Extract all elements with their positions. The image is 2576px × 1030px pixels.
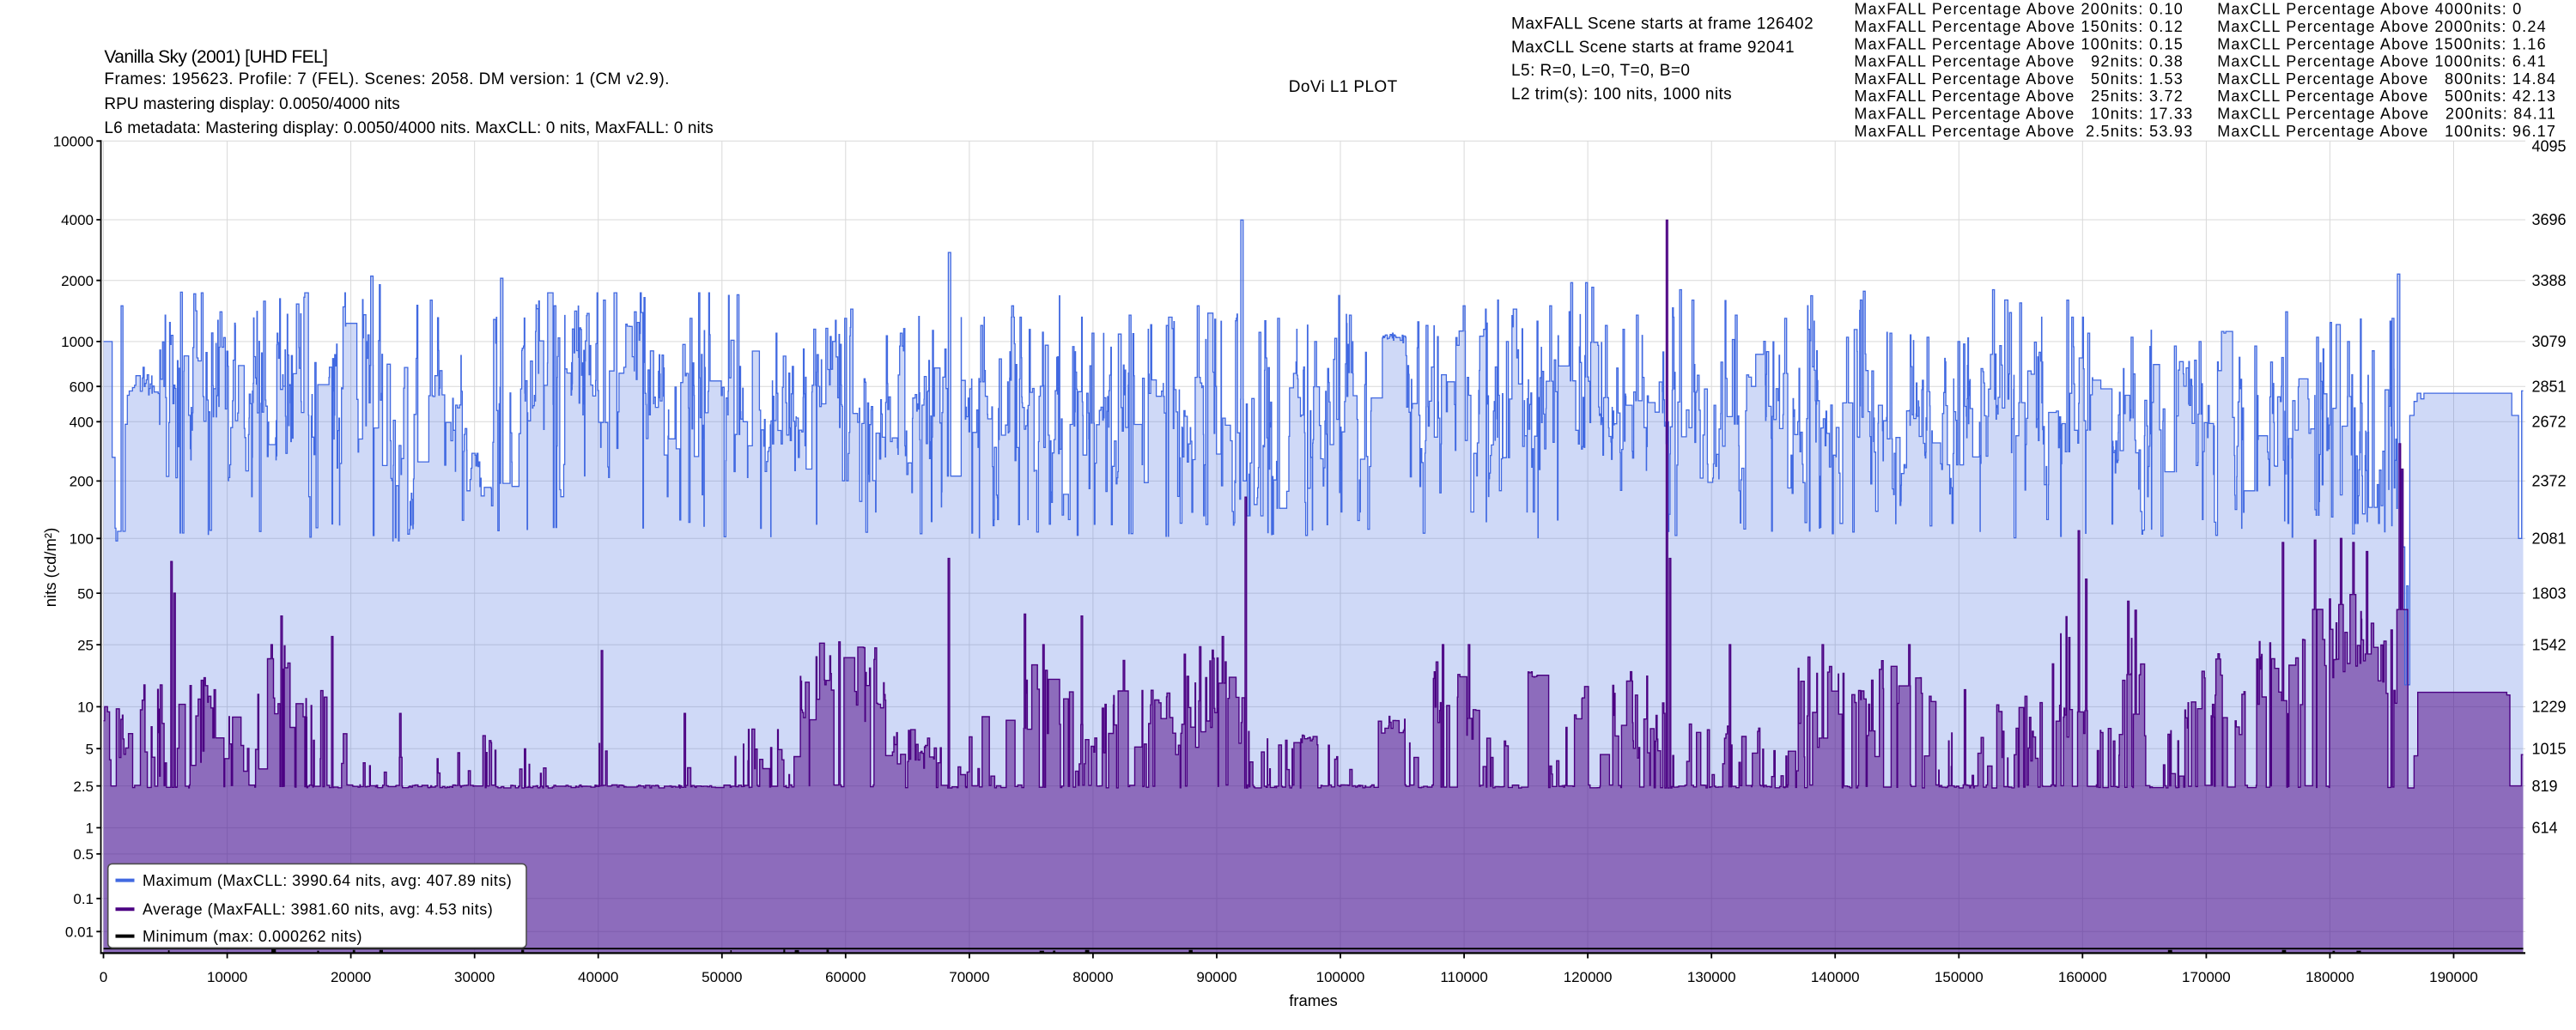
svg-text:Minimum (max: 0.000262 nits): Minimum (max: 0.000262 nits)	[143, 928, 362, 945]
svg-text:MaxCLL Percentage Above 2000ni: MaxCLL Percentage Above 2000nits: 0.24	[2217, 18, 2545, 35]
svg-text:2372: 2372	[2532, 473, 2567, 490]
svg-text:170000: 170000	[2182, 969, 2231, 985]
svg-text:400: 400	[70, 415, 94, 431]
svg-text:MaxFALL Percentage Above 150ni: MaxFALL Percentage Above 150nits: 0.12	[1854, 18, 2182, 35]
svg-text:1: 1	[86, 821, 94, 837]
svg-text:2081: 2081	[2532, 530, 2567, 548]
svg-text:110000: 110000	[1440, 969, 1487, 985]
svg-text:1229: 1229	[2532, 699, 2567, 716]
svg-text:2.5: 2.5	[73, 779, 94, 795]
svg-text:Maximum (MaxCLL: 3990.64 nits,: Maximum (MaxCLL: 3990.64 nits, avg: 407.…	[143, 872, 512, 889]
svg-text:1542: 1542	[2532, 636, 2567, 653]
svg-text:L2 trim(s): 100 nits, 1000 nit: L2 trim(s): 100 nits, 1000 nits	[1511, 85, 1732, 103]
svg-text:MaxFALL Percentage Above 92n: MaxFALL Percentage Above 92nits: 0.38	[1854, 53, 2182, 70]
svg-text:130000: 130000	[1687, 969, 1736, 985]
svg-text:MaxCLL Percentage Above 800n: MaxCLL Percentage Above 800nits: 14.84	[2217, 70, 2555, 88]
svg-text:Vanilla Sky (2001) [UHD FEL]: Vanilla Sky (2001) [UHD FEL]	[104, 47, 328, 67]
svg-text:0: 0	[100, 969, 107, 985]
svg-text:MaxCLL Scene starts at frame 9: MaxCLL Scene starts at frame 92041	[1511, 39, 1795, 57]
svg-text:3079: 3079	[2532, 333, 2567, 350]
svg-text:DoVi L1 PLOT: DoVi L1 PLOT	[1289, 78, 1398, 96]
svg-text:nits (cd/m²): nits (cd/m²)	[41, 528, 59, 608]
svg-text:MaxFALL Percentage Above 10n: MaxFALL Percentage Above 10nits: 17.33	[1854, 106, 2192, 123]
svg-text:600: 600	[70, 379, 94, 395]
svg-text:10000: 10000	[53, 134, 94, 150]
svg-text:80000: 80000	[1072, 969, 1113, 985]
svg-text:MaxCLL Percentage Above 4000ni: MaxCLL Percentage Above 4000nits: 0	[2217, 1, 2521, 18]
svg-text:1803: 1803	[2532, 585, 2567, 602]
svg-text:140000: 140000	[1811, 969, 1860, 985]
svg-text:40000: 40000	[578, 969, 618, 985]
svg-text:30000: 30000	[454, 969, 495, 985]
svg-text:4095: 4095	[2532, 138, 2567, 155]
svg-text:120000: 120000	[1564, 969, 1613, 985]
svg-text:614: 614	[2532, 820, 2558, 837]
svg-text:5: 5	[86, 741, 94, 757]
svg-text:RPU mastering display: 0.0050/: RPU mastering display: 0.0050/4000 nits	[104, 95, 399, 113]
svg-text:MaxFALL Scene starts at frame: MaxFALL Scene starts at frame 126402	[1511, 15, 1814, 33]
svg-text:180000: 180000	[2306, 969, 2354, 985]
svg-text:25: 25	[77, 637, 94, 653]
svg-text:0.5: 0.5	[73, 846, 94, 863]
svg-text:MaxFALL Percentage Above 200ni: MaxFALL Percentage Above 200nits: 0.10	[1854, 1, 2182, 18]
svg-text:1015: 1015	[2532, 740, 2567, 757]
svg-text:50: 50	[77, 585, 94, 602]
svg-text:4000: 4000	[61, 212, 94, 228]
svg-text:frames: frames	[1289, 991, 1338, 1009]
svg-text:200: 200	[70, 474, 94, 490]
svg-text:160000: 160000	[2058, 969, 2107, 985]
svg-text:3696: 3696	[2532, 211, 2567, 228]
svg-text:Average (MaxFALL: 3981.60 nits: Average (MaxFALL: 3981.60 nits, avg: 4.5…	[143, 901, 493, 918]
svg-text:90000: 90000	[1196, 969, 1236, 985]
svg-text:MaxCLL Percentage Above 1500ni: MaxCLL Percentage Above 1500nits: 1.16	[2217, 35, 2545, 52]
svg-text:L5: R=0, L=0, T=0, B=0: L5: R=0, L=0, T=0, B=0	[1511, 62, 1690, 80]
svg-text:50000: 50000	[702, 969, 742, 985]
svg-text:2672: 2672	[2532, 414, 2567, 431]
svg-text:MaxCLL Percentage Above 500n: MaxCLL Percentage Above 500nits: 42.13	[2217, 88, 2555, 105]
svg-text:MaxFALL Percentage Above 25n: MaxFALL Percentage Above 25nits: 3.72	[1854, 88, 2182, 105]
svg-text:L6 metadata: Mastering display: L6 metadata: Mastering display: 0.0050/4…	[104, 119, 713, 137]
svg-text:10000: 10000	[207, 969, 247, 985]
svg-text:20000: 20000	[331, 969, 371, 985]
svg-text:1000: 1000	[61, 334, 94, 350]
svg-text:MaxFALL Percentage Above 50n: MaxFALL Percentage Above 50nits: 1.53	[1854, 70, 2182, 88]
svg-text:3388: 3388	[2532, 272, 2567, 289]
svg-text:MaxCLL Percentage Above 200n: MaxCLL Percentage Above 200nits: 84.11	[2217, 106, 2555, 123]
svg-text:MaxFALL Percentage Above 2.5n: MaxFALL Percentage Above 2.5nits: 53.93	[1854, 123, 2192, 140]
svg-text:0.1: 0.1	[73, 891, 94, 907]
svg-text:819: 819	[2532, 778, 2558, 795]
svg-text:70000: 70000	[949, 969, 989, 985]
svg-text:MaxCLL Percentage Above 100n: MaxCLL Percentage Above 100nits: 96.17	[2217, 123, 2555, 140]
svg-text:2851: 2851	[2532, 378, 2567, 395]
svg-text:MaxFALL Percentage Above 100ni: MaxFALL Percentage Above 100nits: 0.15	[1854, 35, 2182, 52]
svg-text:MaxCLL Percentage Above 1000ni: MaxCLL Percentage Above 1000nits: 6.41	[2217, 53, 2545, 70]
svg-text:0.01: 0.01	[65, 924, 94, 941]
svg-text:100: 100	[70, 531, 94, 548]
svg-text:190000: 190000	[2429, 969, 2478, 985]
svg-text:100000: 100000	[1316, 969, 1365, 985]
svg-text:150000: 150000	[1935, 969, 1984, 985]
svg-text:Frames: 195623. Profile: 7 (FE: Frames: 195623. Profile: 7 (FEL). Scenes…	[104, 70, 669, 88]
svg-text:60000: 60000	[825, 969, 866, 985]
svg-text:10: 10	[77, 700, 94, 716]
svg-text:2000: 2000	[61, 273, 94, 289]
